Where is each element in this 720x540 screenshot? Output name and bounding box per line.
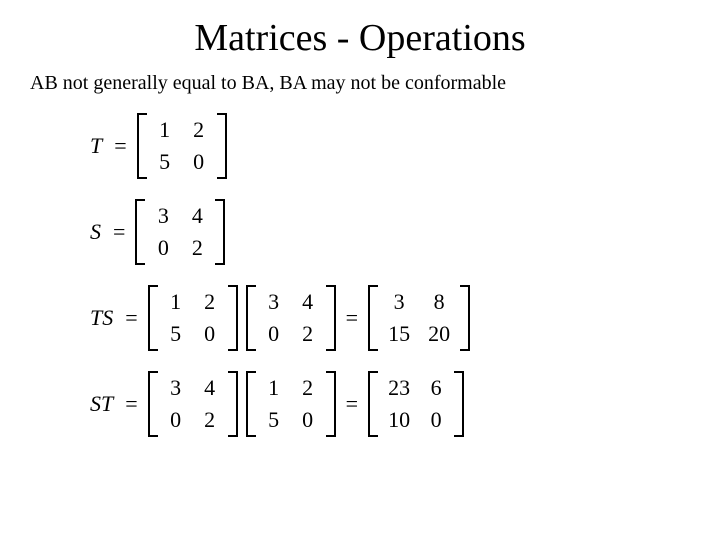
var-ST: ST	[90, 391, 113, 417]
cell: 1	[168, 289, 184, 315]
matrix-S-cells: 3 4 0 2	[145, 199, 215, 265]
bracket-right-icon	[460, 285, 470, 351]
bracket-left-icon	[246, 371, 256, 437]
equals-sign: =	[346, 305, 358, 331]
matrix-ST-factor1: 3 4 0 2	[148, 371, 238, 437]
equals-sign: =	[125, 391, 137, 417]
bracket-left-icon	[148, 371, 158, 437]
cell: 3	[168, 375, 184, 401]
cell: 3	[266, 289, 282, 315]
cell: 0	[266, 321, 282, 347]
bracket-right-icon	[228, 285, 238, 351]
equation-T: T = 1 2 5 0	[90, 113, 690, 179]
equations-area: T = 1 2 5 0 S = 3 4 0	[30, 113, 690, 437]
var-TS: TS	[90, 305, 113, 331]
bracket-left-icon	[137, 113, 147, 179]
bracket-left-icon	[148, 285, 158, 351]
cell: 20	[428, 321, 450, 347]
bracket-right-icon	[454, 371, 464, 437]
cell: 3	[388, 289, 410, 315]
matrix-TS-factor1: 1 2 5 0	[148, 285, 238, 351]
cells: 3 4 0 2	[158, 371, 228, 437]
cells: 23 6 10 0	[378, 371, 454, 437]
equation-S: S = 3 4 0 2	[90, 199, 690, 265]
slide-title: Matrices - Operations	[30, 16, 690, 60]
cell: 1	[266, 375, 282, 401]
bracket-left-icon	[368, 371, 378, 437]
cell: 3	[155, 203, 171, 229]
cells: 1 2 5 0	[158, 285, 228, 351]
cell: 8	[428, 289, 450, 315]
cell: 2	[191, 117, 207, 143]
cell: 4	[202, 375, 218, 401]
equals-sign: =	[114, 133, 126, 159]
cell: 5	[168, 321, 184, 347]
cell: 0	[155, 235, 171, 261]
cell: 1	[157, 117, 173, 143]
cell: 0	[168, 407, 184, 433]
cell: 15	[388, 321, 410, 347]
slide-subtitle: AB not generally equal to BA, BA may not…	[30, 72, 690, 95]
bracket-right-icon	[326, 371, 336, 437]
cell: 2	[189, 235, 205, 261]
matrix-TS-result: 3 8 15 20	[368, 285, 470, 351]
cell: 4	[300, 289, 316, 315]
matrix-TS-factor2: 3 4 0 2	[246, 285, 336, 351]
equals-sign: =	[346, 391, 358, 417]
matrix-S: 3 4 0 2	[135, 199, 225, 265]
bracket-left-icon	[246, 285, 256, 351]
var-S: S	[90, 219, 101, 245]
cell: 0	[300, 407, 316, 433]
cell: 23	[388, 375, 410, 401]
matrix-ST-result: 23 6 10 0	[368, 371, 464, 437]
equals-sign: =	[125, 305, 137, 331]
equation-ST: ST = 3 4 0 2 1 2 5 0	[90, 371, 690, 437]
cell: 10	[388, 407, 410, 433]
matrix-T: 1 2 5 0	[137, 113, 227, 179]
matrix-T-cells: 1 2 5 0	[147, 113, 217, 179]
cell: 2	[202, 407, 218, 433]
bracket-left-icon	[368, 285, 378, 351]
cell: 2	[300, 321, 316, 347]
var-T: T	[90, 133, 102, 159]
cell: 5	[266, 407, 282, 433]
bracket-right-icon	[217, 113, 227, 179]
cells: 3 4 0 2	[256, 285, 326, 351]
cell: 0	[428, 407, 444, 433]
cell: 6	[428, 375, 444, 401]
bracket-right-icon	[228, 371, 238, 437]
cells: 3 8 15 20	[378, 285, 460, 351]
matrix-ST-factor2: 1 2 5 0	[246, 371, 336, 437]
cell: 2	[202, 289, 218, 315]
cell: 5	[157, 149, 173, 175]
equation-TS: TS = 1 2 5 0 3 4 0 2	[90, 285, 690, 351]
bracket-right-icon	[326, 285, 336, 351]
cell: 2	[300, 375, 316, 401]
cell: 0	[202, 321, 218, 347]
slide: Matrices - Operations AB not generally e…	[0, 0, 720, 540]
equals-sign: =	[113, 219, 125, 245]
cell: 4	[189, 203, 205, 229]
cell: 0	[191, 149, 207, 175]
cells: 1 2 5 0	[256, 371, 326, 437]
bracket-right-icon	[215, 199, 225, 265]
bracket-left-icon	[135, 199, 145, 265]
